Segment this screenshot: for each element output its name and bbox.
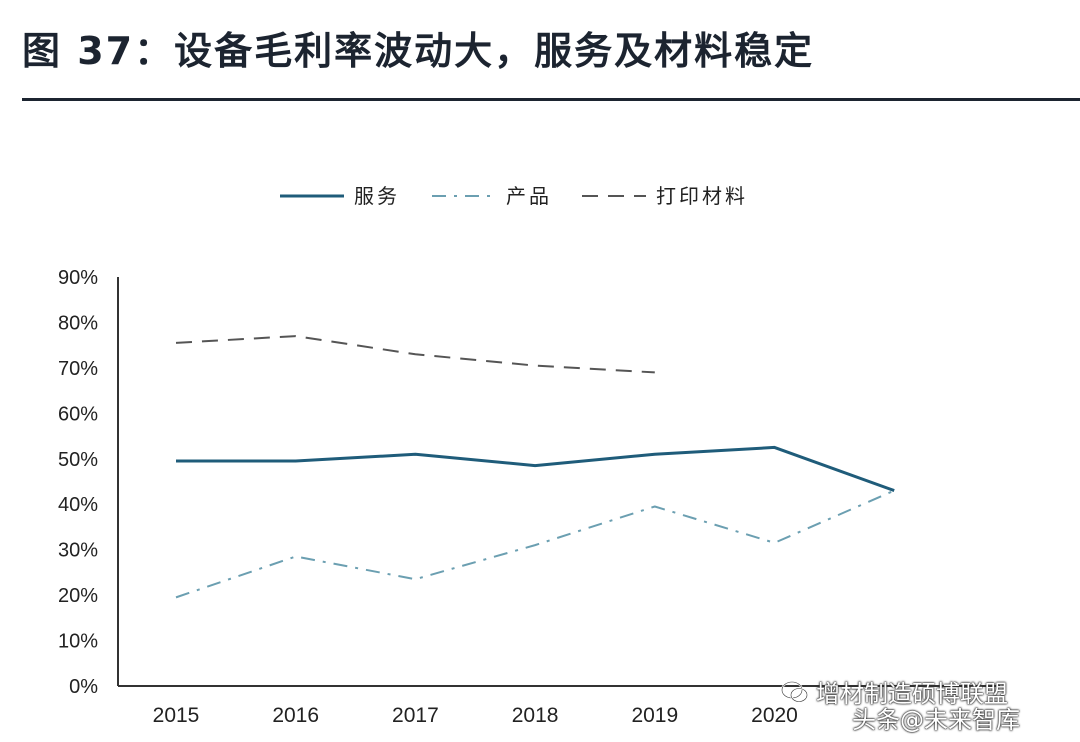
x-tick-label: 2016 xyxy=(272,704,319,727)
watermark-line1: 增材制造硕博联盟 xyxy=(816,680,1008,708)
legend-label: 产品 xyxy=(506,184,552,208)
y-tick-label: 80% xyxy=(58,312,98,334)
chart-axes: 0% 10% 20% 30% 40% 50% 60% 70% 80% 90% 2015 2016 201… xyxy=(58,267,1000,727)
legend-label: 打印材料 xyxy=(656,184,748,208)
y-tick-label: 60% xyxy=(58,403,98,425)
x-tick-label: 2020 xyxy=(751,704,798,727)
figure-title: 图 37：设备毛利率波动大，服务及材料稳定 xyxy=(22,29,815,73)
y-tick-label: 20% xyxy=(58,585,98,607)
y-tick-label: 50% xyxy=(58,449,98,471)
series-line-0 xyxy=(176,445,895,492)
series-line-2 xyxy=(175,335,655,374)
x-tick-label: 2019 xyxy=(631,704,678,727)
y-tick-label: 10% xyxy=(58,631,98,653)
y-tick-label: 0% xyxy=(69,676,98,698)
line-chart: 服务 产品 打印材料 0% 10% 20% 30% 40% 50% 60% 70% 80% 90% 20… xyxy=(58,184,1000,727)
y-tick-label: 40% xyxy=(58,494,98,516)
x-tick-label: 2018 xyxy=(512,704,559,727)
wechat-icon xyxy=(781,680,808,702)
y-tick-label: 90% xyxy=(58,267,98,289)
x-tick-label: 2015 xyxy=(153,704,200,727)
x-tick-label: 2017 xyxy=(392,704,439,727)
chart-legend: 服务 产品 打印材料 xyxy=(280,184,748,208)
y-tick-label: 30% xyxy=(58,540,98,562)
chart-series xyxy=(175,335,895,599)
series-line-1 xyxy=(175,489,895,599)
legend-label: 服务 xyxy=(354,184,400,208)
title-divider xyxy=(22,98,1080,101)
y-tick-label: 70% xyxy=(58,358,98,380)
watermark: 增材制造硕博联盟 xyxy=(780,674,1008,709)
watermark-line2: 头条@未来智库 xyxy=(852,706,1020,734)
